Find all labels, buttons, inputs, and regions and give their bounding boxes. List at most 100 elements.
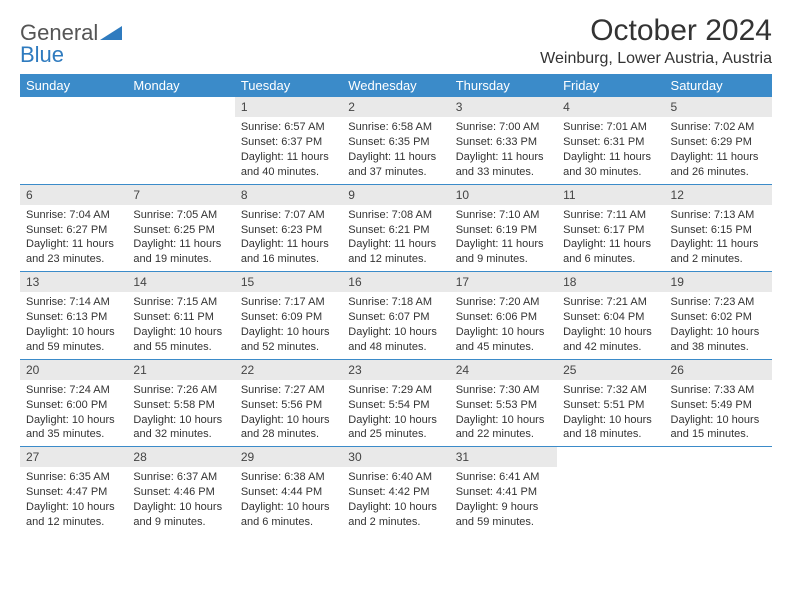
day-body: Sunrise: 6:37 AMSunset: 4:46 PMDaylight:…	[127, 467, 234, 533]
sunset-text: Sunset: 6:06 PM	[456, 310, 551, 325]
sunrise-text: Sunrise: 7:27 AM	[241, 383, 336, 398]
sunset-text: Sunset: 6:04 PM	[563, 310, 658, 325]
calendar-day-cell: 28Sunrise: 6:37 AMSunset: 4:46 PMDayligh…	[127, 447, 234, 534]
day-number: 25	[557, 360, 664, 380]
logo: General Blue	[20, 14, 122, 66]
daylight-text: Daylight: 10 hours and 32 minutes.	[133, 413, 228, 443]
day-number: 2	[342, 97, 449, 117]
day-number: 8	[235, 185, 342, 205]
sunrise-text: Sunrise: 7:17 AM	[241, 295, 336, 310]
calendar-day-cell: 27Sunrise: 6:35 AMSunset: 4:47 PMDayligh…	[20, 447, 127, 534]
day-number: 4	[557, 97, 664, 117]
calendar-body: 1Sunrise: 6:57 AMSunset: 6:37 PMDaylight…	[20, 97, 772, 534]
day-body: Sunrise: 7:17 AMSunset: 6:09 PMDaylight:…	[235, 292, 342, 358]
location: Weinburg, Lower Austria, Austria	[540, 50, 772, 68]
daylight-text: Daylight: 11 hours and 37 minutes.	[348, 150, 443, 180]
day-body: Sunrise: 7:23 AMSunset: 6:02 PMDaylight:…	[665, 292, 772, 358]
sunset-text: Sunset: 5:51 PM	[563, 398, 658, 413]
sunrise-text: Sunrise: 6:58 AM	[348, 120, 443, 135]
daylight-text: Daylight: 10 hours and 9 minutes.	[133, 500, 228, 530]
day-number: 22	[235, 360, 342, 380]
sunset-text: Sunset: 6:23 PM	[241, 223, 336, 238]
sunset-text: Sunset: 6:35 PM	[348, 135, 443, 150]
day-body: Sunrise: 6:58 AMSunset: 6:35 PMDaylight:…	[342, 117, 449, 183]
sunset-text: Sunset: 5:49 PM	[671, 398, 766, 413]
day-number: 29	[235, 447, 342, 467]
calendar-day-cell	[665, 447, 772, 534]
sunrise-text: Sunrise: 7:11 AM	[563, 208, 658, 223]
daylight-text: Daylight: 10 hours and 59 minutes.	[26, 325, 121, 355]
daylight-text: Daylight: 11 hours and 40 minutes.	[241, 150, 336, 180]
daylight-text: Daylight: 10 hours and 52 minutes.	[241, 325, 336, 355]
calendar-day-cell: 20Sunrise: 7:24 AMSunset: 6:00 PMDayligh…	[20, 359, 127, 447]
day-number: 21	[127, 360, 234, 380]
sunrise-text: Sunrise: 7:20 AM	[456, 295, 551, 310]
logo-part2: Blue	[20, 42, 64, 67]
sunrise-text: Sunrise: 6:38 AM	[241, 470, 336, 485]
daylight-text: Daylight: 11 hours and 26 minutes.	[671, 150, 766, 180]
sunrise-text: Sunrise: 7:21 AM	[563, 295, 658, 310]
day-body: Sunrise: 7:33 AMSunset: 5:49 PMDaylight:…	[665, 380, 772, 446]
day-number: 7	[127, 185, 234, 205]
sunrise-text: Sunrise: 6:37 AM	[133, 470, 228, 485]
calendar-day-cell: 19Sunrise: 7:23 AMSunset: 6:02 PMDayligh…	[665, 272, 772, 360]
calendar-day-cell: 2Sunrise: 6:58 AMSunset: 6:35 PMDaylight…	[342, 97, 449, 184]
sunset-text: Sunset: 6:37 PM	[241, 135, 336, 150]
month-title: October 2024	[540, 14, 772, 48]
day-body: Sunrise: 7:26 AMSunset: 5:58 PMDaylight:…	[127, 380, 234, 446]
logo-triangle-icon	[100, 20, 122, 45]
daylight-text: Daylight: 10 hours and 55 minutes.	[133, 325, 228, 355]
sunrise-text: Sunrise: 7:07 AM	[241, 208, 336, 223]
calendar-day-cell: 6Sunrise: 7:04 AMSunset: 6:27 PMDaylight…	[20, 184, 127, 272]
calendar-day-cell: 9Sunrise: 7:08 AMSunset: 6:21 PMDaylight…	[342, 184, 449, 272]
sunrise-text: Sunrise: 7:13 AM	[671, 208, 766, 223]
calendar-week-row: 27Sunrise: 6:35 AMSunset: 4:47 PMDayligh…	[20, 447, 772, 534]
sunset-text: Sunset: 6:33 PM	[456, 135, 551, 150]
calendar-day-cell: 13Sunrise: 7:14 AMSunset: 6:13 PMDayligh…	[20, 272, 127, 360]
sunset-text: Sunset: 6:17 PM	[563, 223, 658, 238]
daylight-text: Daylight: 11 hours and 30 minutes.	[563, 150, 658, 180]
calendar-day-cell: 4Sunrise: 7:01 AMSunset: 6:31 PMDaylight…	[557, 97, 664, 184]
sunrise-text: Sunrise: 7:29 AM	[348, 383, 443, 398]
sunrise-text: Sunrise: 6:57 AM	[241, 120, 336, 135]
calendar-day-cell: 7Sunrise: 7:05 AMSunset: 6:25 PMDaylight…	[127, 184, 234, 272]
calendar-day-cell: 11 Sunrise: 7:11 AMSunset: 6:17 PMDayligh…	[557, 184, 664, 272]
calendar-day-cell: 1Sunrise: 6:57 AMSunset: 6:37 PMDaylight…	[235, 97, 342, 184]
day-body: Sunrise: 7:27 AMSunset: 5:56 PMDaylight:…	[235, 380, 342, 446]
calendar-day-cell: 29Sunrise: 6:38 AMSunset: 4:44 PMDayligh…	[235, 447, 342, 534]
sunset-text: Sunset: 6:29 PM	[671, 135, 766, 150]
daylight-text: Daylight: 11 hours and 33 minutes.	[456, 150, 551, 180]
calendar-day-cell: 14Sunrise: 7:15 AMSunset: 6:11 PMDayligh…	[127, 272, 234, 360]
day-body: Sunrise: 7:01 AMSunset: 6:31 PMDaylight:…	[557, 117, 664, 183]
calendar-day-cell	[557, 447, 664, 534]
day-body: Sunrise: 6:35 AMSunset: 4:47 PMDaylight:…	[20, 467, 127, 533]
day-body: Sunrise: 7:21 AMSunset: 6:04 PMDaylight:…	[557, 292, 664, 358]
daylight-text: Daylight: 10 hours and 12 minutes.	[26, 500, 121, 530]
daylight-text: Daylight: 10 hours and 38 minutes.	[671, 325, 766, 355]
calendar-day-cell: 30Sunrise: 6:40 AMSunset: 4:42 PMDayligh…	[342, 447, 449, 534]
sunset-text: Sunset: 4:47 PM	[26, 485, 121, 500]
day-number: 30	[342, 447, 449, 467]
weekday-header: Sunday	[20, 74, 127, 97]
day-number: 11	[557, 185, 664, 205]
logo-text: General Blue	[20, 22, 122, 66]
calendar-day-cell: 23Sunrise: 7:29 AMSunset: 5:54 PMDayligh…	[342, 359, 449, 447]
day-body: Sunrise: 7:02 AMSunset: 6:29 PMDaylight:…	[665, 117, 772, 183]
day-number: 20	[20, 360, 127, 380]
sunrise-text: Sunrise: 6:40 AM	[348, 470, 443, 485]
calendar-day-cell: 5Sunrise: 7:02 AMSunset: 6:29 PMDaylight…	[665, 97, 772, 184]
sunset-text: Sunset: 4:44 PM	[241, 485, 336, 500]
weekday-header: Thursday	[450, 74, 557, 97]
calendar-day-cell	[127, 97, 234, 184]
day-number: 23	[342, 360, 449, 380]
calendar-week-row: 13Sunrise: 7:14 AMSunset: 6:13 PMDayligh…	[20, 272, 772, 360]
calendar-day-cell: 18Sunrise: 7:21 AMSunset: 6:04 PMDayligh…	[557, 272, 664, 360]
daylight-text: Daylight: 11 hours and 9 minutes.	[456, 237, 551, 267]
daylight-text: Daylight: 11 hours and 2 minutes.	[671, 237, 766, 267]
sunset-text: Sunset: 6:15 PM	[671, 223, 766, 238]
sunrise-text: Sunrise: 7:02 AM	[671, 120, 766, 135]
day-number: 19	[665, 272, 772, 292]
calendar-day-cell: 24Sunrise: 7:30 AMSunset: 5:53 PMDayligh…	[450, 359, 557, 447]
day-number: 16	[342, 272, 449, 292]
daylight-text: Daylight: 11 hours and 6 minutes.	[563, 237, 658, 267]
